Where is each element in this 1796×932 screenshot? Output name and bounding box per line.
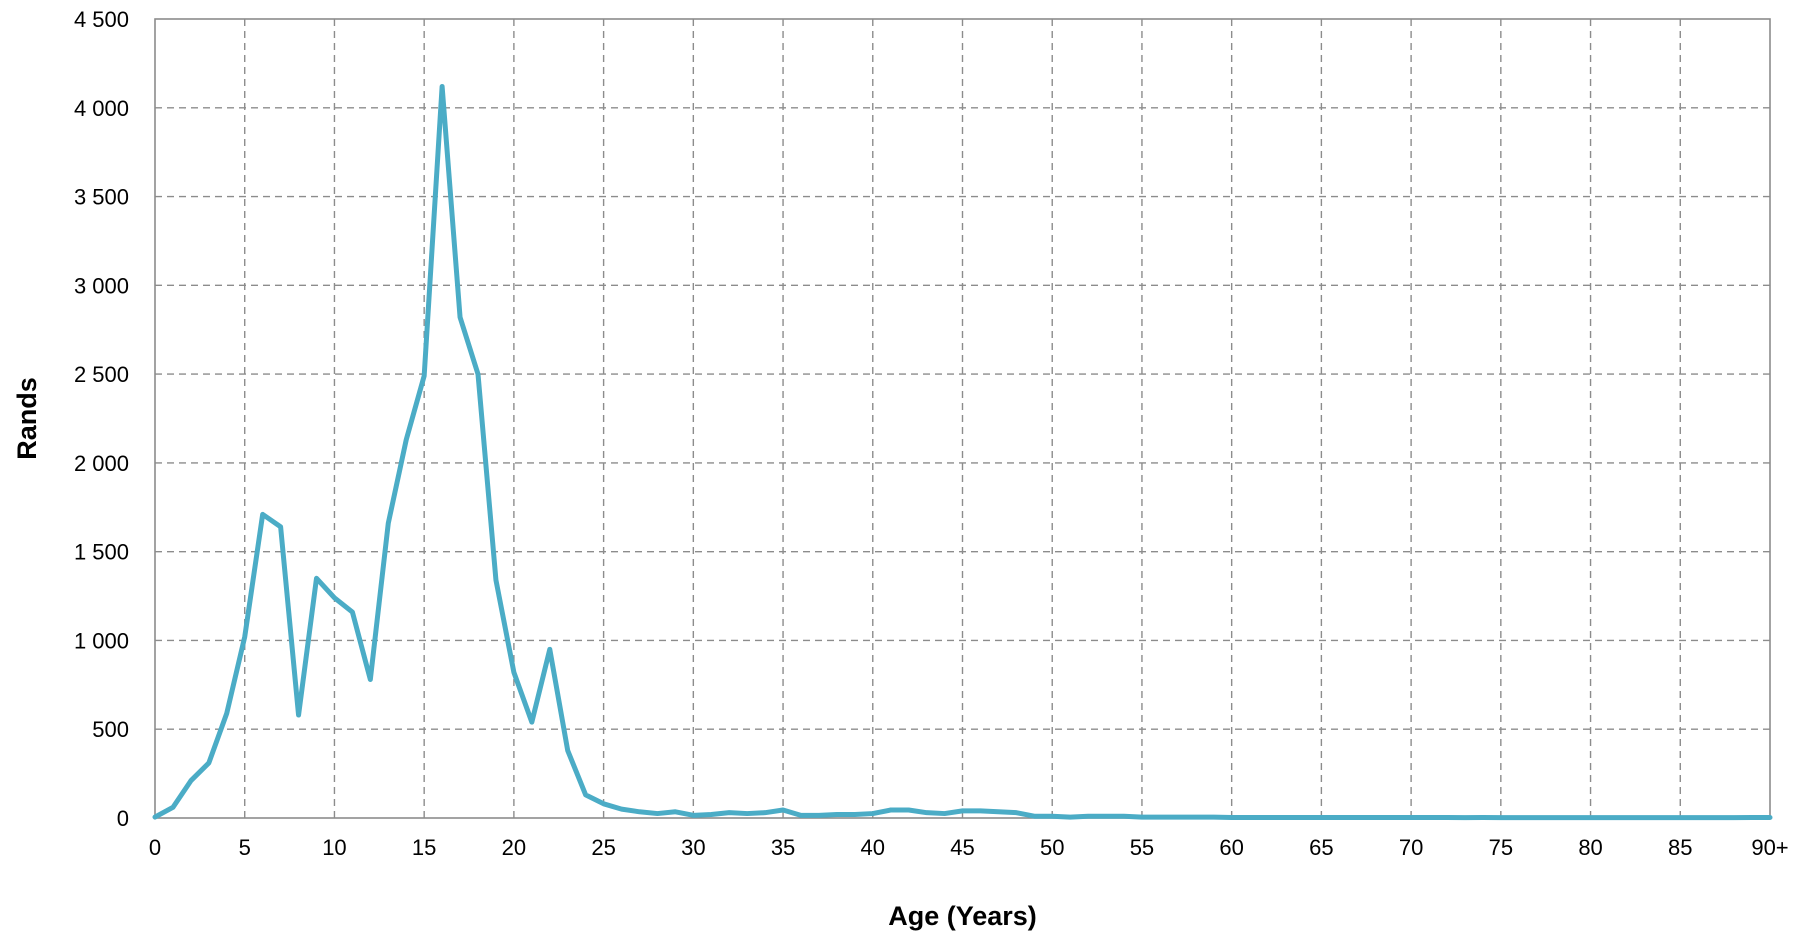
- plot-area-frame: [154, 18, 1771, 819]
- x-tick-label: 85: [1668, 835, 1692, 860]
- y-axis-title: Rands: [12, 377, 42, 460]
- y-tick-label: 0: [117, 806, 129, 831]
- y-tick-label: 3 000: [74, 273, 129, 298]
- y-tick-label: 2 000: [74, 451, 129, 476]
- x-tick-label: 55: [1130, 835, 1154, 860]
- x-tick-label: 90+: [1751, 835, 1788, 860]
- x-tick-label: 25: [591, 835, 615, 860]
- x-tick-label: 20: [502, 835, 526, 860]
- grid-lines: [155, 19, 1770, 818]
- y-tick-label: 4 500: [74, 7, 129, 32]
- y-tick-label: 2 500: [74, 362, 129, 387]
- x-tick-label: 30: [681, 835, 705, 860]
- x-tick-label: 70: [1399, 835, 1423, 860]
- series-line: [152, 83, 1773, 821]
- x-tick-label: 40: [861, 835, 885, 860]
- x-axis-tick-labels: 0 5 10 15 20 25 30 35 40 45 50 55 60 65 70 75 80 85 90+: [149, 835, 1789, 860]
- x-tick-label: 50: [1040, 835, 1064, 860]
- x-tick-label: 15: [412, 835, 436, 860]
- y-tick-label: 500: [92, 717, 129, 742]
- y-tick-label: 1 000: [74, 628, 129, 653]
- x-tick-label: 35: [771, 835, 795, 860]
- y-tick-label: 4 000: [74, 96, 129, 121]
- x-tick-label: 65: [1309, 835, 1333, 860]
- x-tick-label: 75: [1489, 835, 1513, 860]
- y-tick-label: 3 500: [74, 185, 129, 210]
- x-tick-label: 45: [950, 835, 974, 860]
- y-tick-label: 1 500: [74, 540, 129, 565]
- x-axis-title: Age (Years): [888, 901, 1037, 931]
- x-tick-label: 0: [149, 835, 161, 860]
- y-axis-tick-labels: 0 500 1 000 1 500 2 000 2 500 3 000 3 500 4 000 4…: [74, 7, 129, 831]
- x-tick-label: 10: [322, 835, 346, 860]
- x-tick-label: 80: [1578, 835, 1602, 860]
- x-tick-label: 60: [1219, 835, 1243, 860]
- x-tick-label: 5: [239, 835, 251, 860]
